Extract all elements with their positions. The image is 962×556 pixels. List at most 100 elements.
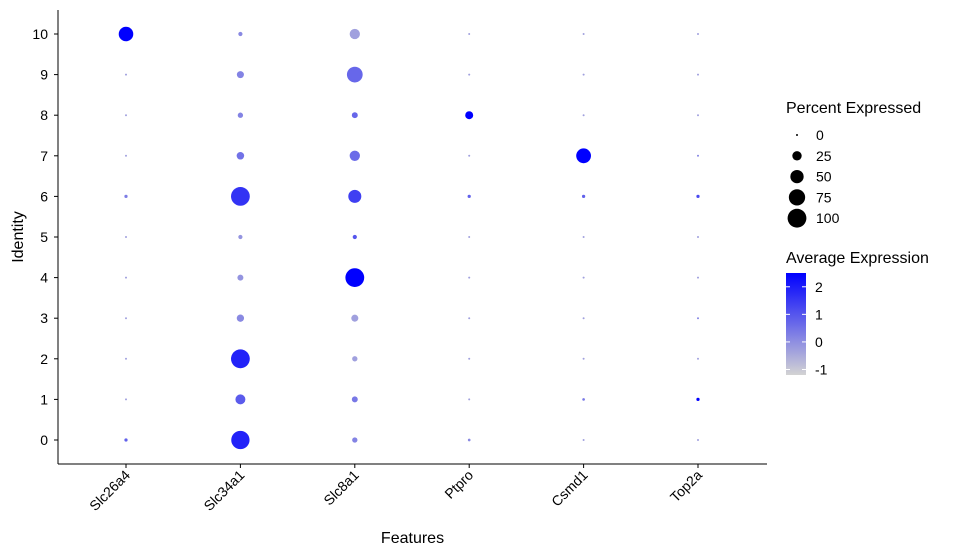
size-legend-dot — [787, 208, 807, 228]
dot-slc8a1-2 — [352, 356, 358, 362]
dot-csmd1-9 — [582, 73, 585, 76]
color-legend-items: -1 0 1 2 — [786, 279, 828, 377]
dot-slc34a1-10 — [238, 31, 243, 37]
dot-csmd1-7 — [576, 148, 592, 164]
dot-ptpro-9 — [468, 73, 471, 76]
dot-slc34a1-7 — [236, 152, 245, 160]
dot-csmd1-3 — [582, 317, 585, 320]
dot-csmd1-8 — [582, 114, 585, 117]
dot-top2a-8 — [697, 114, 699, 117]
size-legend-label: 75 — [816, 189, 832, 205]
x-tick-label: Slc34a1 — [200, 467, 247, 514]
y-tick-label: 2 — [40, 351, 48, 367]
dot-csmd1-10 — [582, 33, 585, 35]
dot-ptpro-0 — [467, 438, 471, 442]
y-tick-label: 10 — [32, 26, 48, 42]
dot-top2a-10 — [697, 33, 699, 35]
y-axis-ticks: 0 1 2 3 4 5 6 7 8 9 10 — [32, 26, 58, 448]
dot-top2a-2 — [697, 357, 699, 360]
dot-top2a-6 — [696, 194, 700, 199]
dot-slc26a4-3 — [125, 317, 127, 320]
y-tick-label: 3 — [40, 310, 48, 326]
dot-slc26a4-9 — [125, 73, 127, 76]
y-tick-label: 1 — [40, 391, 48, 407]
dot-slc26a4-5 — [125, 236, 127, 238]
dot-top2a-0 — [697, 439, 699, 441]
x-tick-label: Slc8a1 — [320, 467, 362, 509]
dot-top2a-7 — [697, 154, 699, 157]
dot-ptpro-3 — [468, 317, 471, 320]
x-axis-title: Features — [381, 530, 444, 547]
dot-slc26a4-7 — [125, 154, 127, 157]
size-legend-dot — [790, 169, 804, 184]
dot-slc34a1-3 — [236, 314, 245, 322]
dot-slc26a4-2 — [125, 357, 127, 360]
plot-area: 0 1 2 3 4 5 6 7 8 9 10 Slc26a4 Slc34a1 Slc8a1 Ptpro Cs… — [32, 10, 767, 514]
dot-slc26a4-4 — [125, 276, 127, 279]
size-legend-dot — [792, 151, 802, 161]
dot-ptpro-2 — [468, 357, 471, 360]
x-tick-label: Top2a — [667, 467, 705, 505]
y-tick-label: 4 — [40, 270, 48, 286]
dot-slc34a1-8 — [237, 112, 244, 118]
color-legend-label: -1 — [815, 361, 828, 377]
y-tick-label: 8 — [40, 107, 48, 123]
y-tick-label: 0 — [40, 432, 48, 448]
color-legend-bar — [786, 273, 806, 375]
dot-slc8a1-6 — [348, 189, 362, 203]
dot-ptpro-1 — [468, 398, 471, 401]
x-tick-label: Slc26a4 — [86, 467, 133, 514]
color-legend-title: Average Expression — [786, 250, 929, 267]
dot-slc26a4-6 — [124, 194, 128, 199]
dot-csmd1-5 — [582, 236, 585, 238]
dot-slc8a1-9 — [346, 66, 363, 83]
dot-top2a-4 — [697, 276, 699, 279]
dot-csmd1-4 — [582, 276, 585, 279]
dot-slc8a1-10 — [349, 28, 360, 40]
dot-slc8a1-0 — [352, 437, 358, 443]
dot-slc34a1-6 — [231, 187, 250, 206]
dot-csmd1-0 — [582, 439, 585, 441]
size-legend-label: 50 — [816, 169, 832, 185]
dot-ptpro-5 — [468, 236, 471, 238]
x-tick-label: Csmd1 — [548, 467, 591, 510]
dot-slc26a4-8 — [125, 114, 127, 117]
dot-slc34a1-2 — [231, 349, 250, 369]
color-legend-label: 0 — [815, 334, 823, 350]
color-legend-label: 2 — [815, 279, 823, 295]
dot-top2a-5 — [697, 236, 699, 238]
dot-slc26a4-10 — [118, 26, 134, 42]
dot-slc26a4-0 — [124, 438, 128, 442]
color-legend-label: 1 — [815, 306, 823, 322]
size-legend-dot — [788, 189, 806, 206]
size-legend-items: 0 25 50 75 100 — [787, 127, 840, 228]
dot-slc8a1-4 — [345, 268, 365, 287]
x-tick-label: Ptpro — [441, 467, 476, 502]
dot-slc8a1-3 — [351, 314, 359, 322]
dot-top2a-3 — [697, 317, 699, 320]
dot-slc34a1-4 — [237, 274, 244, 281]
dot-slc26a4-1 — [125, 398, 127, 401]
y-tick-label: 9 — [40, 67, 48, 83]
size-legend-label: 100 — [816, 210, 840, 226]
size-legend-label: 25 — [816, 148, 832, 164]
dot-slc34a1-9 — [236, 71, 244, 79]
dot-slc8a1-7 — [349, 150, 360, 161]
dot-ptpro-4 — [468, 276, 471, 279]
y-tick-label: 6 — [40, 188, 48, 204]
size-legend-label: 0 — [816, 127, 824, 143]
dot-ptpro-8 — [465, 111, 474, 120]
dot-csmd1-1 — [582, 398, 585, 401]
size-legend-title: Percent Expressed — [786, 100, 921, 117]
dot-slc8a1-1 — [351, 396, 358, 403]
dot-csmd1-6 — [581, 194, 586, 199]
x-axis-ticks: Slc26a4 Slc34a1 Slc8a1 Ptpro Csmd1 Top2a — [86, 464, 705, 514]
y-axis-title: Identity — [10, 211, 27, 263]
dot-ptpro-10 — [468, 33, 471, 35]
dot-ptpro-6 — [467, 194, 471, 199]
y-tick-label: 7 — [40, 148, 48, 164]
size-legend-dot — [796, 134, 798, 136]
dot-top2a-9 — [697, 73, 699, 76]
dot-slc34a1-0 — [231, 430, 250, 450]
